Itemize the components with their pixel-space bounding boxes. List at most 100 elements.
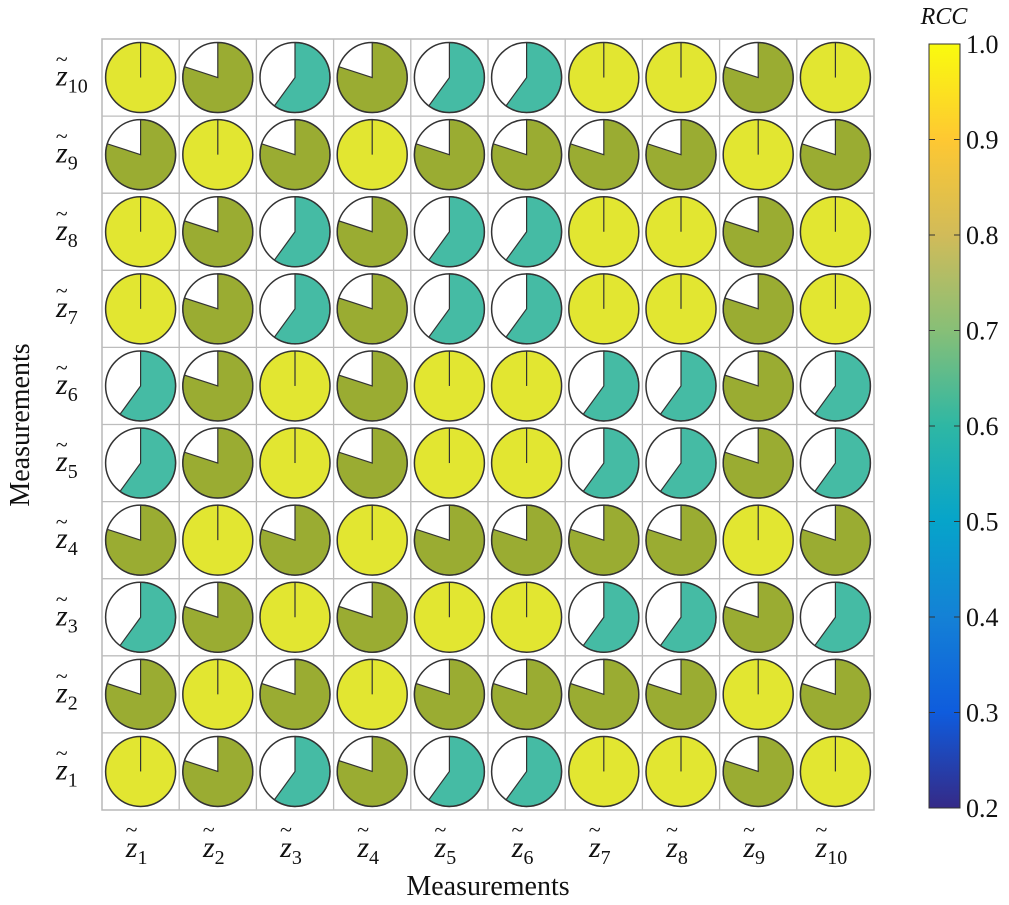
- pie-cell-r2-c9: [722, 658, 794, 731]
- colorbar-tick-label: 0.4: [966, 603, 999, 632]
- svg-text:z4: z4: [356, 831, 379, 869]
- y-tick-label: z9~: [55, 124, 78, 175]
- tick-tilde: ~: [56, 432, 68, 457]
- pie-cell-r2-c3: [259, 658, 331, 731]
- pie-cell-r10-c3: [259, 41, 331, 114]
- y-tick-label: z7~: [55, 278, 78, 329]
- pie-cell-r8-c10: [799, 196, 872, 268]
- pie-cell-r3-c7: [568, 581, 640, 653]
- pie-outline: [490, 196, 563, 268]
- pie-cell-r1-c8: [645, 735, 717, 808]
- pie-cell-r7-c7: [568, 273, 640, 345]
- pie-outline: [568, 350, 640, 422]
- pie-cell-r1-c3: [259, 735, 331, 808]
- pie-outline: [722, 735, 794, 808]
- x-axis-label: Measurements: [406, 871, 569, 902]
- pie-cell-r5-c1: [104, 427, 177, 499]
- tick-tilde: ~: [434, 817, 446, 842]
- x-tick-label: z8~: [665, 817, 688, 869]
- pie-outline: [490, 118, 563, 191]
- pie-cell-r3-c6: [490, 581, 563, 653]
- pie-outline: [413, 735, 486, 808]
- pie-outline: [182, 41, 254, 114]
- pie-cell-r10-c6: [490, 41, 563, 114]
- pie-cell-r9-c5: [413, 118, 486, 191]
- pie-cell-r10-c5: [413, 41, 486, 114]
- pie-outline: [722, 350, 794, 422]
- pie-outline: [336, 273, 408, 345]
- tick-tilde: ~: [666, 817, 678, 842]
- pie-cell-r6-c3: [259, 350, 331, 422]
- pie-cell-r5-c3: [259, 427, 331, 499]
- pie-outline: [182, 735, 254, 808]
- pie-outline: [259, 196, 331, 268]
- pie-cell-r4-c8: [645, 504, 717, 576]
- colorbar-tick-label: 0.8: [966, 221, 999, 250]
- pie-outline: [182, 350, 254, 422]
- pie-cell-r4-c7: [568, 504, 640, 576]
- svg-text:z4: z4: [55, 522, 78, 560]
- x-tick-label: z7~: [588, 817, 611, 869]
- pie-cell-r10-c9: [722, 41, 794, 114]
- pie-cell-r1-c4: [336, 735, 408, 808]
- pie-cell-r9-c7: [568, 118, 640, 191]
- pie-cell-r3-c9: [722, 581, 794, 653]
- pie-cell-r2-c2: [182, 658, 254, 731]
- pie-cell-r1-c9: [722, 735, 794, 808]
- pie-cell-r7-c1: [104, 273, 177, 345]
- pie-outline: [413, 504, 486, 576]
- pie-cell-r4-c4: [336, 504, 408, 576]
- tick-tilde: ~: [589, 817, 601, 842]
- pie-outline: [722, 118, 794, 191]
- svg-text:z9: z9: [742, 831, 765, 869]
- pie-outline: [259, 658, 331, 731]
- pie-cell-r6-c1: [104, 350, 177, 422]
- x-tick-label: z5~: [434, 817, 457, 869]
- pie-cell-r1-c7: [568, 735, 640, 808]
- pie-cell-r9-c10: [799, 118, 872, 191]
- pie-cell-r10-c1: [104, 41, 177, 114]
- y-tick-label: z3~: [55, 586, 78, 637]
- pie-cell-r1-c2: [182, 735, 254, 808]
- pie-cell-r4-c6: [490, 504, 563, 576]
- pie-cell-r4-c2: [182, 504, 254, 576]
- pie-cell-r3-c2: [182, 581, 254, 653]
- cell-grid: [102, 39, 874, 810]
- pie-outline: [182, 581, 254, 653]
- x-tick-label: z10~: [815, 817, 848, 869]
- tick-tilde: ~: [280, 817, 292, 842]
- y-tick-label: z2~: [55, 663, 78, 714]
- pie-cell-r6-c2: [182, 350, 254, 422]
- svg-text:z2: z2: [202, 831, 225, 869]
- pie-outline: [568, 658, 640, 731]
- pie-cell-r9-c3: [259, 118, 331, 191]
- pie-cell-r5-c5: [413, 427, 486, 499]
- pie-outline: [722, 273, 794, 345]
- svg-text:z7: z7: [588, 831, 611, 869]
- svg-text:z8: z8: [665, 831, 688, 869]
- pie-cell-r3-c4: [336, 581, 408, 653]
- pie-cell-r4-c9: [722, 504, 794, 576]
- pie-outline: [336, 350, 408, 422]
- tick-tilde: ~: [743, 817, 755, 842]
- pie-cell-r2-c8: [645, 658, 717, 731]
- pie-outline: [490, 273, 563, 345]
- pie-cell-r6-c10: [799, 350, 872, 422]
- pie-outline: [413, 41, 486, 114]
- pie-cell-r5-c6: [490, 427, 563, 499]
- pie-cell-r8-c9: [722, 196, 794, 268]
- y-tick-label: z6~: [55, 355, 78, 406]
- pie-cell-r10-c2: [182, 41, 254, 114]
- svg-text:z5: z5: [55, 445, 78, 483]
- svg-text:z9: z9: [55, 137, 78, 175]
- pie-cell-r3-c1: [104, 581, 177, 653]
- pie-cell-r1-c10: [799, 735, 872, 808]
- pie-cell-r8-c4: [336, 196, 408, 268]
- x-tick-label: z1~: [125, 817, 148, 869]
- x-tick-label: z6~: [511, 817, 534, 869]
- pie-outline: [568, 118, 640, 191]
- pie-outline: [799, 350, 872, 422]
- pie-outline: [182, 427, 254, 499]
- pie-outline: [568, 427, 640, 499]
